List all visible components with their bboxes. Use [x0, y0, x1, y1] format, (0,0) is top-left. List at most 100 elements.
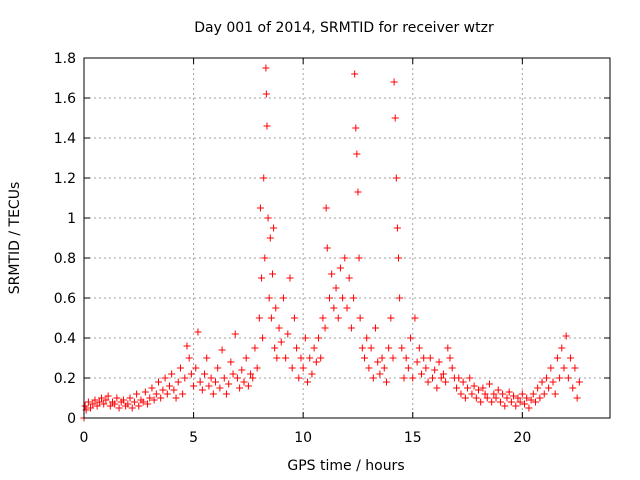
data-point — [488, 398, 496, 406]
data-point — [203, 354, 211, 362]
data-point — [179, 390, 187, 398]
data-point — [310, 344, 318, 352]
data-point — [155, 378, 163, 386]
data-point — [207, 374, 215, 382]
data-point — [499, 390, 507, 398]
data-point — [494, 386, 502, 394]
data-point — [133, 390, 141, 398]
data-point — [396, 294, 404, 302]
data-point — [558, 344, 566, 352]
data-point — [157, 394, 165, 402]
data-point — [284, 330, 292, 338]
data-point — [81, 402, 89, 410]
x-tick-label: 20 — [513, 430, 531, 446]
data-point — [477, 398, 485, 406]
data-point — [227, 358, 235, 366]
data-point — [490, 390, 498, 398]
data-point — [446, 354, 454, 362]
data-point — [319, 314, 327, 322]
data-point — [216, 384, 224, 392]
data-point — [353, 150, 361, 158]
data-point — [220, 374, 228, 382]
data-point — [233, 374, 241, 382]
data-point — [192, 364, 200, 372]
data-point — [126, 394, 134, 402]
data-point — [391, 114, 399, 122]
data-point — [393, 224, 401, 232]
data-point — [350, 294, 358, 302]
x-tick-labels: 0 5 10 15 20 — [80, 430, 532, 446]
y-tick-label: 1 — [67, 211, 76, 227]
x-tick-label: 10 — [294, 430, 312, 446]
data-point — [525, 404, 533, 412]
data-point — [527, 396, 535, 404]
data-point — [479, 384, 487, 392]
data-point — [214, 364, 222, 372]
y-tick-labels: 0 0.2 0.4 0.6 0.8 1 1.2 1.4 1.6 1.8 — [54, 51, 76, 427]
data-point — [317, 354, 325, 362]
data-point — [516, 398, 524, 406]
data-point — [259, 334, 267, 342]
data-point — [409, 374, 417, 382]
data-point — [297, 354, 305, 362]
data-point — [356, 314, 364, 322]
data-point — [190, 382, 198, 390]
data-point — [334, 314, 342, 322]
data-point — [420, 354, 428, 362]
data-point — [378, 354, 386, 362]
data-point — [115, 404, 123, 412]
data-point — [106, 402, 114, 410]
data-point — [161, 374, 169, 382]
data-point — [236, 384, 244, 392]
data-point — [556, 374, 564, 382]
data-point — [100, 400, 108, 408]
y-tick-label: 0 — [67, 411, 76, 427]
data-point — [113, 394, 121, 402]
data-point — [428, 374, 436, 382]
data-point — [422, 364, 430, 372]
data-point — [253, 364, 261, 372]
data-point — [98, 394, 106, 402]
data-point — [124, 400, 132, 408]
data-point — [293, 344, 301, 352]
data-point — [531, 398, 539, 406]
data-point — [170, 386, 178, 394]
data-point — [185, 354, 193, 362]
data-point — [529, 390, 537, 398]
data-point — [496, 398, 504, 406]
data-point — [523, 394, 531, 402]
data-point — [355, 254, 363, 262]
data-point — [275, 324, 283, 332]
data-point — [306, 354, 314, 362]
data-point — [457, 390, 465, 398]
data-point — [424, 378, 432, 386]
data-point — [389, 354, 397, 362]
data-point — [209, 390, 217, 398]
data-point — [265, 294, 273, 302]
data-point — [308, 370, 316, 378]
data-point — [545, 384, 553, 392]
data-point — [395, 254, 403, 262]
data-point — [212, 378, 219, 386]
data-point — [510, 392, 518, 400]
data-point — [312, 358, 320, 366]
data-point — [387, 314, 395, 322]
data-point — [538, 378, 546, 386]
data-point — [547, 364, 555, 372]
plot-frame — [83, 57, 611, 419]
data-point — [119, 396, 127, 404]
data-point — [295, 374, 303, 382]
data-point — [159, 386, 167, 394]
data-point — [542, 374, 550, 382]
x-tick-label: 0 — [80, 430, 89, 446]
data-point — [351, 70, 359, 78]
data-point — [198, 386, 206, 394]
data-point — [347, 324, 355, 332]
data-point — [128, 404, 136, 412]
data-point — [418, 370, 426, 378]
data-point — [144, 400, 152, 408]
data-point — [332, 284, 340, 292]
data-point — [258, 274, 266, 282]
data-point — [256, 204, 264, 212]
